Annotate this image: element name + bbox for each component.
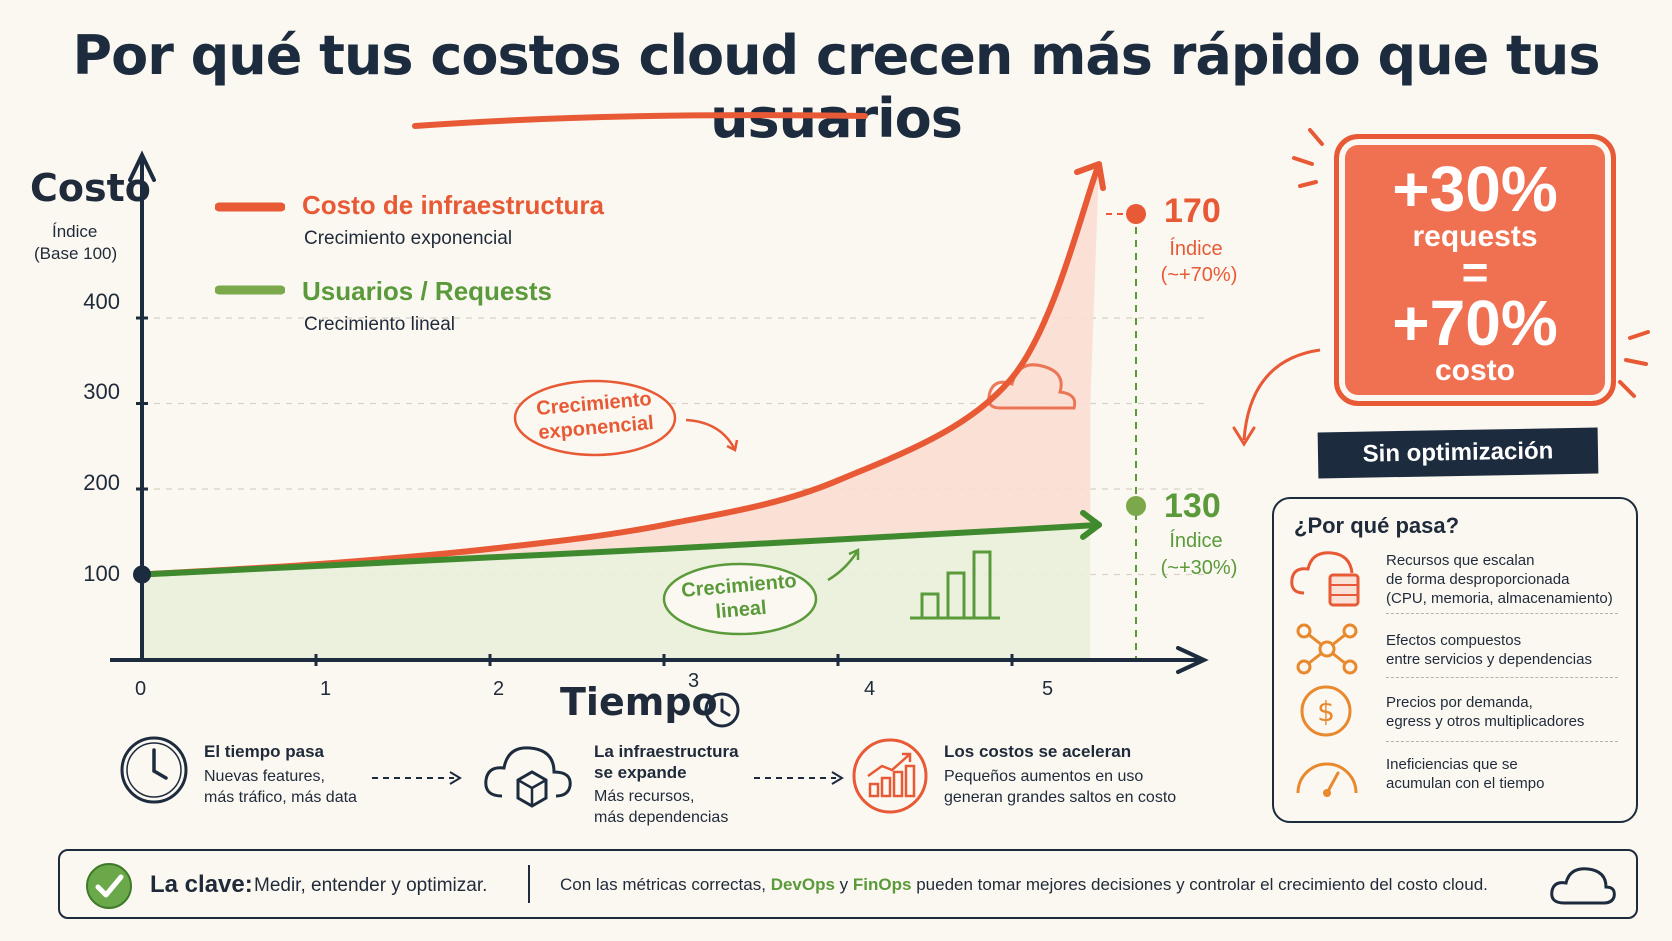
why-divider	[1386, 613, 1618, 614]
why-item-4: Ineficiencias que se acumulan con el tiem…	[1386, 756, 1545, 792]
sin-optimizacion-banner: Sin optimización	[1317, 427, 1599, 479]
users-end-change: (~+30%)	[1160, 557, 1238, 579]
impact-requests-word: requests	[1412, 220, 1538, 253]
flow-step-1-sub: Nuevas features, más tráfico, más data	[204, 768, 357, 806]
y-axis-sublabel: Índice	[52, 222, 98, 241]
flow-step-3-sub: Pequeños aumentos en uso generan grandes …	[944, 768, 1177, 806]
lin-callout-arrow	[827, 551, 859, 582]
chart-cloud-icon	[987, 363, 1077, 410]
users-line	[139, 521, 1102, 578]
y-tick-400: 400	[83, 289, 120, 314]
infra-arrowhead	[1074, 161, 1106, 192]
y-tick-100: 100	[83, 561, 120, 586]
exp-callout-oval	[513, 379, 677, 457]
legend-infra-title: Costo de infraestructura	[302, 190, 604, 220]
impact-cost-word: costo	[1434, 354, 1515, 387]
impact-card: +30% requests = +70% costo	[1334, 134, 1616, 406]
impact-requests-value: +30%	[1392, 153, 1558, 225]
flow-step-2-title: La infraestructura se expande	[594, 742, 739, 782]
impact-cost-value: +70%	[1392, 287, 1558, 359]
cost-chart	[110, 150, 1210, 674]
infra-endpoint	[1126, 204, 1146, 224]
y-axis-arrow	[128, 150, 156, 182]
key-takeaway-bar: La clave: Medir, entender y optimizar. C…	[58, 849, 1638, 919]
lin-callout-oval	[662, 562, 818, 636]
bottom-message: Con las métricas correctas, DevOps y Fin…	[560, 875, 1488, 894]
card-arrow	[1232, 348, 1321, 447]
legend-infra-sub: Crecimiento exponencial	[304, 228, 513, 249]
exp-callout-arrow	[685, 418, 736, 449]
card-sparkles	[1292, 128, 1650, 398]
x-tick-0: 0	[135, 678, 147, 700]
users-end-label: Índice	[1169, 530, 1223, 552]
users-arrowhead	[1080, 509, 1102, 540]
x-tick-2: 2	[493, 678, 505, 700]
users-end-value: 130	[1164, 487, 1221, 525]
dollar-icon: $	[1300, 685, 1352, 737]
why-item-2: Efectos compuestos entre servicios y depe…	[1386, 632, 1592, 668]
why-divider	[1386, 677, 1618, 678]
x-tick-1: 1	[320, 678, 332, 700]
devops-text: DevOps	[770, 875, 835, 894]
chart-bars-icon	[910, 550, 1000, 620]
x-tick-3: 3	[688, 670, 700, 692]
key-label: La clave:	[150, 871, 253, 898]
users-endpoint	[1126, 496, 1146, 516]
y-tick-200: 200	[83, 470, 120, 495]
legend-users-sub: Crecimiento lineal	[304, 314, 456, 335]
y-axis-sublabel-base: (Base 100)	[34, 244, 118, 263]
flow-arrow-1	[372, 771, 462, 785]
x-axis-label: Tiempo	[560, 680, 718, 724]
x-tick-4: 4	[864, 678, 876, 700]
chart-up-icon	[852, 738, 928, 814]
check-icon	[86, 863, 132, 909]
bar-divider	[528, 865, 530, 903]
why-title: ¿Por qué pasa?	[1294, 513, 1460, 538]
why-divider	[1386, 741, 1618, 742]
infra-end-label: Índice	[1169, 238, 1223, 260]
cloud-box-icon	[484, 746, 572, 808]
infra-end-change: (~+70%)	[1160, 264, 1238, 286]
why-card: ¿Por qué pasa? Recursos que escalan de fo…	[1272, 497, 1638, 823]
x-axis-arrow	[1176, 646, 1209, 674]
cloud-server-icon	[1290, 551, 1360, 607]
impact-equals: =	[1461, 246, 1489, 298]
y-axis-label: Costo	[30, 166, 151, 210]
clock-icon	[120, 736, 188, 804]
gauge-icon	[1296, 762, 1358, 797]
flow-arrow-2	[754, 771, 844, 785]
network-icon	[1296, 623, 1358, 675]
x-tick-5: 5	[1042, 678, 1054, 700]
key-text: Medir, entender y optimizar.	[254, 875, 488, 896]
users-area	[142, 524, 1099, 660]
why-item-3: Precios por demanda, egress y otros multi…	[1386, 694, 1585, 730]
flow-step-3-title: Los costos se aceleran	[944, 742, 1132, 761]
title-underline	[412, 112, 868, 129]
svg-text:$: $	[1317, 695, 1335, 728]
finops-text: FinOps	[852, 875, 912, 894]
flow-step-1-title: El tiempo pasa	[204, 742, 324, 761]
y-tick-300: 300	[83, 379, 120, 404]
cloud-icon	[1550, 867, 1616, 905]
legend-users-title: Usuarios / Requests	[302, 276, 552, 306]
flow-step-2-sub: Más recursos, más dependencias	[594, 788, 729, 826]
infra-end-value: 170	[1164, 192, 1221, 230]
infra-area	[142, 164, 1099, 575]
clock-small-icon	[704, 692, 740, 728]
why-item-1: Recursos que escalan de forma desproporci…	[1386, 552, 1613, 607]
